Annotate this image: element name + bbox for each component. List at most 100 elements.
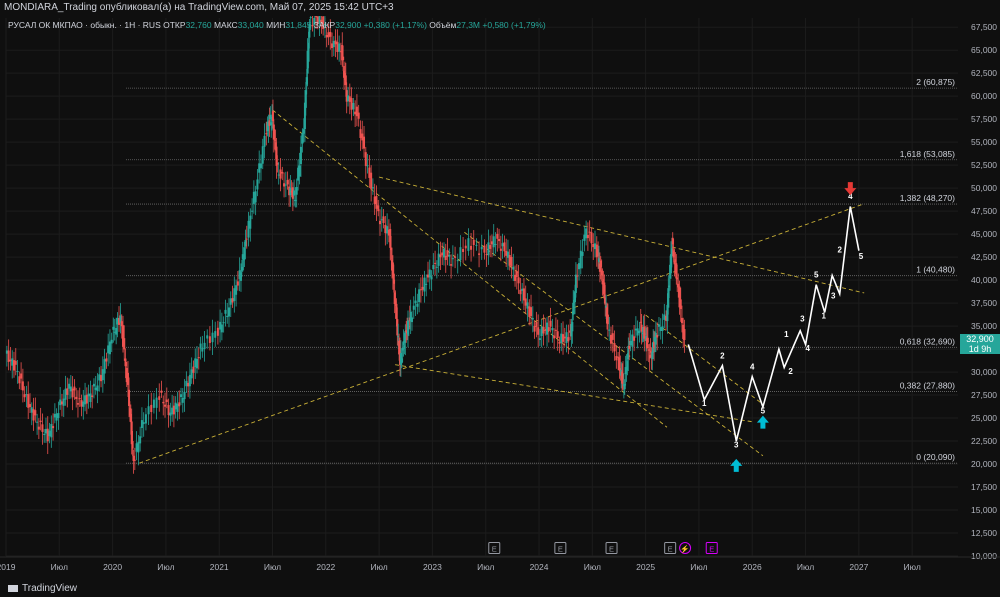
candle-body bbox=[336, 41, 339, 53]
bottom-bar bbox=[0, 578, 1000, 597]
candle-body bbox=[492, 236, 495, 248]
candle-body bbox=[407, 326, 410, 328]
price-tick-label: 42,500 bbox=[971, 252, 997, 262]
price-axis-bg bbox=[958, 0, 1000, 578]
wave-label: 1 bbox=[702, 399, 707, 408]
candle-body bbox=[531, 317, 534, 320]
candle-body bbox=[165, 399, 168, 403]
candle-body bbox=[181, 397, 184, 403]
dividend-marker-icon bbox=[679, 542, 692, 554]
low-value: 31,845 bbox=[285, 20, 312, 30]
candle-body bbox=[425, 283, 428, 285]
price-tick-label: 12,500 bbox=[971, 528, 997, 538]
candle-body bbox=[176, 403, 179, 412]
candle-body bbox=[459, 247, 462, 261]
candle-body bbox=[498, 238, 501, 242]
candle-body bbox=[199, 343, 202, 349]
candle-body bbox=[423, 277, 426, 292]
candle-body bbox=[50, 424, 53, 438]
candle-body bbox=[503, 242, 506, 252]
time-tick-label: Июл bbox=[157, 562, 174, 572]
fib-level-label: 2 (60,875) bbox=[916, 77, 955, 87]
candle-body bbox=[344, 75, 347, 85]
candle-body bbox=[416, 303, 419, 307]
candle-body bbox=[313, 17, 316, 26]
time-tick-label: Июл bbox=[904, 562, 921, 572]
candle-body bbox=[661, 326, 664, 332]
candle-body bbox=[553, 335, 556, 339]
candle-body bbox=[11, 358, 14, 366]
open-label: ОТКР bbox=[163, 20, 186, 30]
price-tick-label: 40,000 bbox=[971, 275, 997, 285]
candle-body bbox=[489, 245, 492, 249]
candle-body bbox=[594, 243, 597, 250]
candle-body bbox=[240, 266, 243, 271]
candle-body bbox=[583, 234, 586, 241]
trend-line bbox=[139, 203, 865, 464]
candle-body bbox=[401, 347, 404, 351]
candle-body bbox=[334, 40, 337, 45]
price-tick-label: 37,500 bbox=[971, 298, 997, 308]
candle-body bbox=[309, 17, 312, 19]
candle-body bbox=[100, 375, 103, 382]
candle-body bbox=[467, 238, 470, 251]
candle-body bbox=[533, 325, 536, 332]
candle-body bbox=[39, 420, 42, 422]
candle-body bbox=[510, 256, 513, 267]
price-tick-label: 35,000 bbox=[971, 321, 997, 331]
candle-body bbox=[595, 244, 598, 258]
candle-body bbox=[556, 331, 559, 339]
time-axis[interactable]: 2019 Июл 2020 Июл 2021 Июл 2022 Июл 2023 Июл 2024 И… bbox=[0, 556, 1000, 572]
time-tick-label: 2022 bbox=[316, 562, 335, 572]
tradingview-logo[interactable]: TradingView bbox=[8, 583, 77, 594]
fib-level-label: 1,382 (48,270) bbox=[900, 193, 955, 203]
candle-body bbox=[294, 199, 297, 201]
candle-body bbox=[641, 332, 644, 335]
candle-body bbox=[98, 374, 101, 381]
candle-body bbox=[370, 172, 373, 189]
candle-body bbox=[499, 248, 502, 251]
candle-body bbox=[269, 114, 272, 120]
candle-body bbox=[597, 249, 600, 257]
candle-body bbox=[578, 263, 581, 270]
candle-body bbox=[271, 111, 274, 121]
symbol-name[interactable]: РУСАЛ ОК МКПАО · обыкн. · 1Н · RUS bbox=[8, 20, 161, 30]
candle-body bbox=[76, 403, 79, 405]
candle-body bbox=[62, 398, 65, 406]
fib-level-label: 1,618 (53,085) bbox=[900, 149, 955, 159]
candle-body bbox=[379, 220, 382, 225]
candle-body bbox=[178, 402, 181, 407]
candle-body bbox=[506, 251, 509, 258]
candle-body bbox=[574, 274, 577, 293]
candle-body bbox=[116, 317, 119, 325]
time-tick-label: 2019 bbox=[0, 562, 16, 572]
price-axis[interactable]: 67,500 65,000 62,500 60,000 57,500 55,000 52,5… bbox=[958, 0, 1000, 578]
candle-body bbox=[439, 254, 442, 258]
candle-body bbox=[192, 366, 195, 373]
candle-body bbox=[403, 345, 406, 349]
candle-body bbox=[196, 358, 199, 369]
volume-value: 27,3M bbox=[456, 20, 481, 30]
price-tick-label: 65,000 bbox=[971, 45, 997, 55]
candle-body bbox=[220, 324, 223, 333]
trend-lines bbox=[139, 109, 865, 464]
candle-body bbox=[574, 292, 577, 303]
price-tick-label: 67,500 bbox=[971, 22, 997, 32]
earnings-marker-icon bbox=[488, 542, 501, 554]
candle-body bbox=[101, 369, 104, 381]
candle-body bbox=[122, 325, 125, 347]
candle-body bbox=[133, 459, 136, 461]
candle-body bbox=[412, 305, 415, 310]
candle-body bbox=[585, 228, 588, 239]
candle-body bbox=[139, 436, 142, 444]
price-series bbox=[5, 2, 686, 474]
price-tick-label: 47,500 bbox=[971, 206, 997, 216]
candle-body bbox=[636, 328, 639, 336]
candle-body bbox=[430, 276, 433, 280]
earnings-marker-icon bbox=[664, 542, 677, 554]
candle-body bbox=[244, 240, 247, 247]
candle-body bbox=[183, 392, 186, 400]
candle-body bbox=[265, 133, 268, 135]
candle-body bbox=[290, 191, 293, 193]
